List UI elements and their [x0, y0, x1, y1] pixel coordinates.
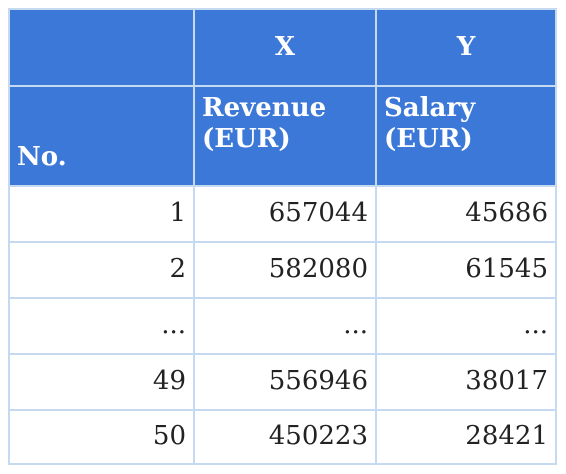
header-salary-line2: (EUR) [384, 124, 473, 155]
header-blank-cell [8, 8, 195, 87]
header-row-names: No. Revenue (EUR) Salary (EUR) [8, 85, 557, 187]
row-salary-cell: 38017 [375, 353, 557, 411]
header-y-label: Y [375, 8, 557, 87]
header-revenue-line2: (EUR) [202, 124, 291, 155]
header-row-axes: X Y [8, 8, 557, 87]
table-row-ellipsis: ... ... ... [8, 297, 557, 355]
table-row: 1 657044 45686 [8, 185, 557, 243]
row-revenue-cell: 657044 [193, 185, 377, 243]
header-revenue-label: Revenue (EUR) [193, 85, 377, 187]
row-salary-cell: ... [375, 297, 557, 355]
row-revenue-cell: ... [193, 297, 377, 355]
row-no-cell: ... [8, 297, 195, 355]
row-salary-cell: 61545 [375, 241, 557, 299]
row-no-cell: 50 [8, 409, 195, 465]
table-row: 49 556946 38017 [8, 353, 557, 411]
header-no-label: No. [8, 85, 195, 187]
data-table: X Y No. Revenue (EUR) Salary (EUR) 1 657… [8, 8, 557, 465]
table-row: 50 450223 28421 [8, 409, 557, 465]
row-no-cell: 2 [8, 241, 195, 299]
row-no-cell: 1 [8, 185, 195, 243]
row-revenue-cell: 556946 [193, 353, 377, 411]
row-revenue-cell: 582080 [193, 241, 377, 299]
row-no-cell: 49 [8, 353, 195, 411]
header-revenue-line1: Revenue [202, 93, 327, 123]
table-row: 2 582080 61545 [8, 241, 557, 299]
row-salary-cell: 28421 [375, 409, 557, 465]
header-salary-label: Salary (EUR) [375, 85, 557, 187]
header-x-label: X [193, 8, 377, 87]
row-revenue-cell: 450223 [193, 409, 377, 465]
header-salary-line1: Salary [384, 93, 476, 123]
row-salary-cell: 45686 [375, 185, 557, 243]
